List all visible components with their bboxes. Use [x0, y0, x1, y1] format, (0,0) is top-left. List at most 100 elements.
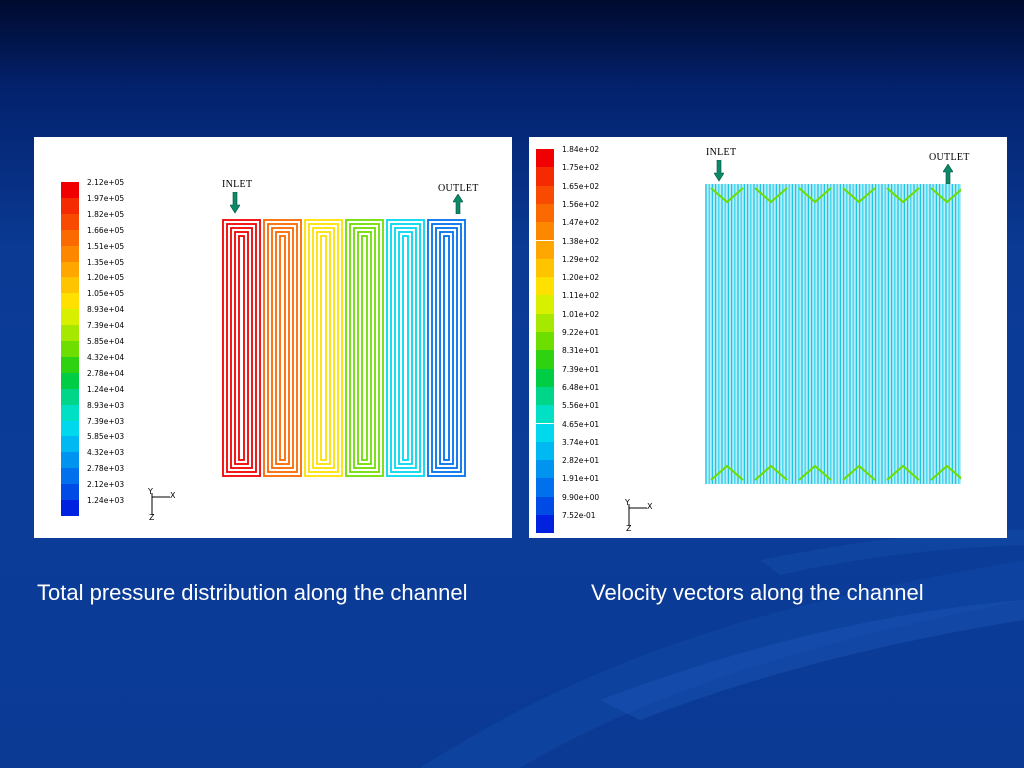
legend-swatch: [536, 515, 554, 534]
legend-label: 1.91e+01: [562, 474, 600, 484]
legend-swatch: [61, 420, 79, 437]
velocity-turn-region: [754, 464, 788, 481]
pressure-channel-loop: [349, 223, 380, 473]
legend-label: 1.75e+02: [562, 163, 600, 173]
legend-label: 1.82e+05: [87, 209, 125, 219]
pressure-channel-loop: [398, 231, 413, 465]
legend-swatch: [61, 182, 79, 198]
legend-label: 1.01e+02: [562, 309, 600, 319]
pressure-channel-loop: [345, 219, 384, 477]
pressure-channel-loop: [238, 235, 245, 461]
legend-label: 5.85e+03: [87, 432, 125, 442]
pressure-channel-loop: [353, 227, 376, 469]
legend-label: 1.38e+02: [562, 236, 600, 246]
legend-swatch: [61, 197, 79, 214]
legend-swatch: [536, 167, 554, 186]
caption-velocity: Velocity vectors along the channel: [591, 580, 924, 605]
legend-label: 1.56e+02: [562, 199, 600, 209]
pressure-channel-loop: [439, 231, 454, 465]
legend-swatch: [61, 213, 79, 230]
velocity-outlet-label: OUTLET: [929, 152, 970, 163]
legend-swatch: [61, 468, 79, 485]
velocity-turn-region: [886, 464, 920, 481]
pressure-outlet-label: OUTLET: [438, 183, 479, 194]
legend-swatch: [536, 496, 554, 515]
legend-swatch: [61, 293, 79, 310]
legend-label: 1.29e+02: [562, 254, 600, 264]
velocity-axis-z: Z: [626, 524, 632, 533]
velocity-turn-region: [930, 464, 961, 481]
pressure-serpentine-plot: [222, 219, 466, 477]
legend-label: 3.74e+01: [562, 437, 600, 447]
legend-label: 1.51e+05: [87, 241, 125, 251]
legend-swatch: [61, 404, 79, 421]
legend-label: 1.05e+05: [87, 289, 125, 299]
pressure-outlet-arrow-icon: [453, 194, 463, 214]
legend-swatch: [536, 441, 554, 461]
pressure-axis-x: X: [170, 491, 176, 500]
pressure-axis-z: Z: [149, 513, 155, 522]
velocity-vector-plot: [705, 184, 961, 484]
pressure-channel-loop: [357, 231, 372, 465]
legend-label: 1.24e+03: [87, 496, 125, 505]
pressure-channel-loop: [394, 227, 417, 469]
pressure-channel-loop: [435, 227, 458, 469]
legend-swatch: [536, 405, 554, 424]
legend-swatch: [536, 478, 554, 497]
legend-label: 2.78e+04: [87, 368, 125, 378]
legend-label: 6.48e+01: [562, 382, 600, 392]
pressure-channel-loop: [402, 235, 409, 461]
legend-swatch: [536, 332, 554, 351]
velocity-inlet-arrow-icon: [714, 160, 724, 182]
pressure-channel-loop: [271, 227, 294, 469]
pressure-channel-loop: [304, 219, 343, 477]
legend-swatch: [536, 258, 554, 278]
pressure-channel-loop: [263, 219, 302, 477]
legend-swatch: [536, 460, 554, 479]
velocity-panel: 1.84e+02 1.75e+02 1.65e+02 1.56e+02 1.47e+02…: [529, 137, 1007, 538]
legend-swatch: [61, 372, 79, 389]
velocity-turn-region: [798, 464, 832, 481]
legend-label: 4.32e+03: [87, 448, 125, 458]
legend-swatch: [61, 484, 79, 501]
legend-label: 2.82e+01: [562, 456, 600, 466]
legend-swatch: [536, 240, 554, 259]
velocity-turn-region: [754, 187, 788, 204]
legend-label: 8.93e+03: [87, 400, 125, 410]
legend-label: 4.65e+01: [562, 419, 600, 429]
velocity-turn-region: [930, 187, 961, 204]
velocity-axis-triad: Y X Z: [625, 498, 655, 534]
legend-swatch: [61, 245, 79, 262]
velocity-inlet-label: INLET: [706, 147, 737, 158]
legend-label: 1.65e+02: [562, 181, 600, 191]
velocity-outlet-arrow-icon: [943, 164, 953, 184]
legend-swatch: [61, 309, 79, 326]
legend-swatch: [61, 229, 79, 246]
pressure-channel-loop: [427, 219, 466, 477]
legend-label: 2.12e+03: [87, 480, 125, 490]
pressure-channel-loop: [275, 231, 290, 465]
legend-label: 1.24e+04: [87, 384, 125, 394]
legend-swatch: [61, 452, 79, 469]
velocity-turn-region: [798, 187, 832, 204]
pressure-channel-loop: [386, 219, 425, 477]
legend-swatch: [536, 277, 554, 296]
legend-label: 5.56e+01: [562, 401, 600, 411]
legend-label: 1.84e+02: [562, 145, 600, 154]
legend-swatch: [61, 325, 79, 342]
pressure-inlet-label: INLET: [222, 179, 253, 190]
legend-swatch: [536, 295, 554, 314]
pressure-channel-loop: [431, 223, 462, 473]
pressure-channel-loop: [316, 231, 331, 465]
legend-swatch: [536, 149, 554, 168]
legend-label: 5.85e+04: [87, 337, 125, 346]
legend-label: 2.78e+03: [87, 464, 125, 474]
legend-swatch: [61, 261, 79, 278]
velocity-turn-region: [710, 187, 744, 204]
velocity-turn-region: [710, 464, 744, 481]
legend-swatch: [536, 313, 554, 332]
velocity-axis-y: Y: [625, 498, 630, 507]
legend-label: 1.20e+05: [87, 273, 125, 283]
legend-label: 1.35e+05: [87, 257, 125, 267]
